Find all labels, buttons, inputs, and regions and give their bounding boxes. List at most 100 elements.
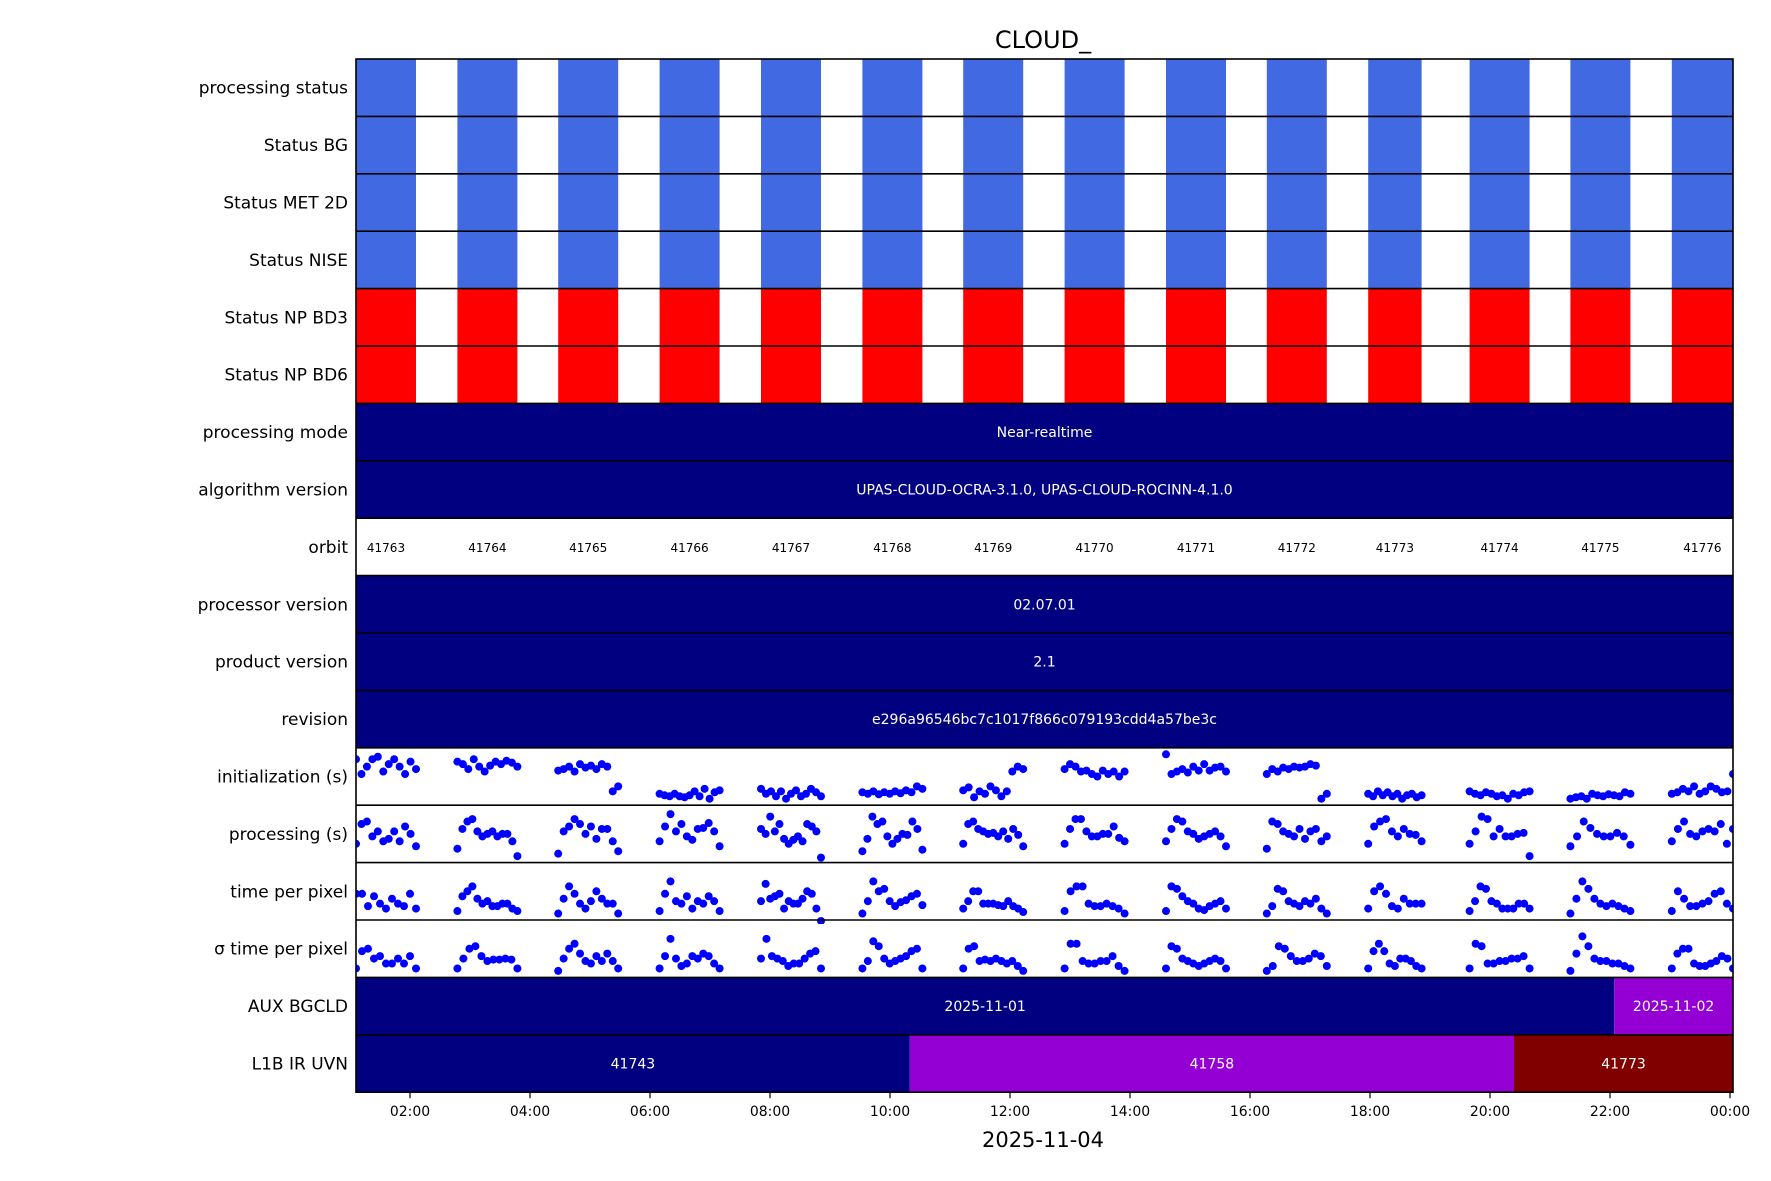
status-block [1570,346,1631,404]
data-point [908,817,917,826]
data-point [1590,954,1599,963]
data-point [1667,964,1676,973]
data-point [1273,820,1282,829]
data-point [1673,949,1682,958]
data-point [1684,787,1693,796]
data-point [614,909,623,918]
data-point [1072,939,1081,948]
data-point [1222,842,1230,851]
data-point [778,957,787,966]
data-point [780,904,789,913]
row-algorithm-version: algorithm version UPAS-CLOUD-OCRA-3.1.0, … [198,460,1733,519]
data-point [761,829,770,838]
data-point [1108,902,1117,911]
data-point [704,819,713,828]
data-point [1519,952,1528,961]
data-point [570,815,579,824]
status-block [558,116,619,174]
data-point [376,952,384,961]
data-point [1274,942,1283,951]
data-point [1673,824,1682,833]
data-point [671,954,680,963]
data-point [1178,892,1187,901]
status-block [862,116,923,174]
status-block [963,116,1024,174]
data-point [1619,832,1628,841]
data-point [1114,961,1123,970]
status-block [1266,59,1327,117]
data-point [912,944,921,953]
data-point [1162,964,1170,973]
data-point [1189,899,1198,908]
data-point [1300,834,1309,843]
data-point [559,827,568,836]
row-label: Status BG [264,136,348,156]
data-point [608,899,617,908]
data-point [1399,894,1408,903]
data-point [1626,907,1635,916]
data-point [969,817,978,826]
data-point [1120,837,1129,846]
data-point [395,837,404,846]
data-point [468,815,477,824]
data-point [1222,964,1230,973]
data-point [1578,932,1587,941]
data-point [458,892,467,901]
status-block [558,59,619,117]
orbit-number: 41766 [671,541,709,555]
data-point [688,835,697,844]
status-block [1368,116,1422,174]
data-point [356,755,360,764]
data-point [812,827,821,836]
data-point [1364,904,1373,913]
data-point [1667,837,1676,846]
data-point [1680,894,1689,903]
data-point [1417,899,1426,908]
status-block [356,59,416,117]
data-point [1096,957,1105,966]
data-point [1573,832,1582,841]
status-block [457,288,518,346]
data-point [1626,789,1635,798]
status-block [1064,116,1125,174]
data-point [592,887,601,896]
x-tick-label: 20:00 [1470,1104,1510,1120]
data-point [384,834,393,843]
data-point [1382,889,1390,898]
data-point [453,907,462,916]
data-point [1108,952,1117,961]
data-point [379,767,388,776]
data-point [888,839,897,848]
data-point [1513,954,1522,963]
status-block [1166,116,1226,174]
span-segment-label: 41773 [1601,1057,1646,1073]
data-point [991,786,1000,795]
data-point [802,789,810,798]
data-point [817,964,825,973]
span-segment [356,977,1615,1035]
chart-title: CLOUD_ [995,26,1092,54]
data-point [576,899,585,908]
data-point [918,845,927,854]
status-block [1469,116,1530,174]
data-point [464,765,473,774]
data-point [1513,829,1522,838]
data-point [1222,904,1230,913]
data-point [1579,817,1588,826]
row-processor-version: processor version 02.07.01 [198,575,1733,633]
data-point [1525,787,1534,796]
status-block [1671,346,1733,404]
row-status-np-bd6: Status NP BD6 [224,346,1733,404]
data-point [513,852,522,861]
span-segment-label: 2025-11-02 [1633,999,1714,1015]
data-point [1690,782,1699,791]
data-point [459,954,468,963]
data-point [903,830,912,839]
data-point [554,849,563,858]
data-point [710,897,719,906]
data-point [1310,949,1319,958]
data-point [597,957,606,966]
status-block [356,231,416,289]
data-point [458,824,467,833]
data-point [1102,899,1111,908]
